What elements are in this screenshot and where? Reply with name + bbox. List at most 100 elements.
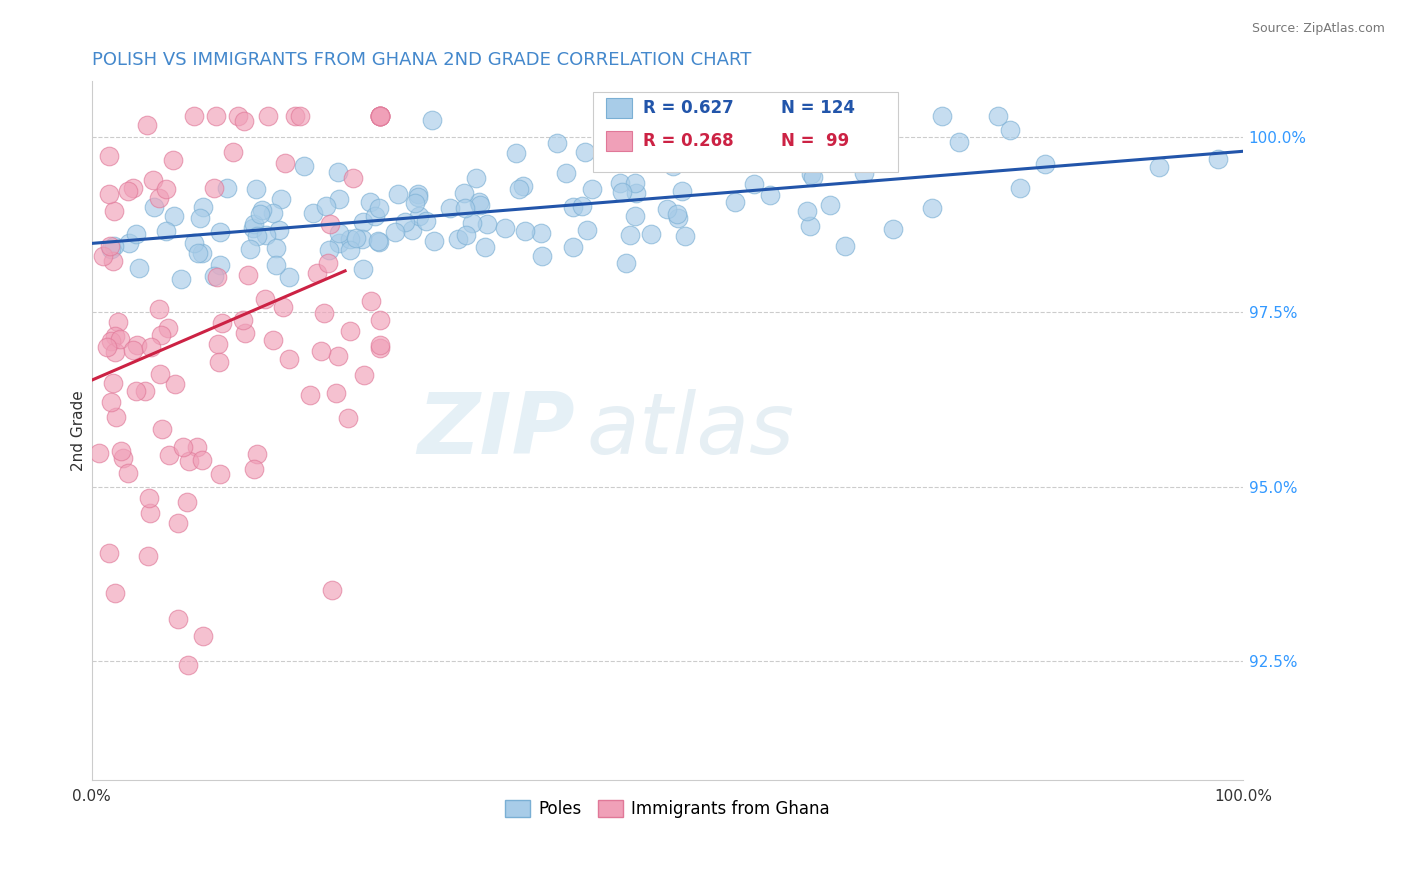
- Point: [122, 181, 145, 195]
- Point: [186, 440, 208, 454]
- Point: [368, 109, 391, 123]
- Point: [176, 494, 198, 508]
- Point: [512, 179, 534, 194]
- Point: [641, 138, 664, 153]
- Point: [461, 216, 484, 230]
- Point: [91, 249, 114, 263]
- Point: [274, 156, 297, 170]
- Point: [187, 246, 209, 260]
- Point: [149, 368, 172, 382]
- Point: [157, 449, 180, 463]
- Point: [155, 182, 177, 196]
- Point: [328, 192, 350, 206]
- Point: [243, 217, 266, 231]
- Point: [125, 384, 148, 399]
- Point: [246, 229, 269, 244]
- Point: [882, 222, 904, 236]
- Point: [96, 340, 118, 354]
- Bar: [606, 98, 631, 119]
- Point: [477, 217, 499, 231]
- Point: [339, 324, 361, 338]
- Text: R = 0.268: R = 0.268: [644, 132, 734, 150]
- Text: Source: ZipAtlas.com: Source: ZipAtlas.com: [1251, 22, 1385, 36]
- Point: [118, 235, 141, 250]
- Point: [301, 206, 323, 220]
- Point: [987, 109, 1010, 123]
- Point: [139, 506, 162, 520]
- Point: [142, 173, 165, 187]
- Point: [751, 137, 773, 152]
- Point: [124, 227, 146, 241]
- Point: [166, 611, 188, 625]
- Point: [439, 202, 461, 216]
- Point: [134, 384, 156, 398]
- Point: [404, 196, 426, 211]
- Point: [117, 184, 139, 198]
- Point: [288, 109, 311, 123]
- Point: [724, 195, 747, 210]
- Point: [312, 306, 335, 320]
- Point: [170, 272, 193, 286]
- Point: [207, 270, 229, 285]
- Point: [172, 440, 194, 454]
- Point: [249, 207, 271, 221]
- Point: [136, 549, 159, 563]
- Point: [454, 201, 477, 215]
- Point: [581, 182, 603, 196]
- Point: [367, 201, 389, 215]
- Point: [394, 215, 416, 229]
- Point: [384, 225, 406, 239]
- Point: [112, 451, 135, 466]
- Point: [226, 109, 249, 123]
- Point: [818, 198, 841, 212]
- Point: [266, 241, 288, 255]
- Point: [125, 338, 148, 352]
- Point: [623, 210, 645, 224]
- Point: [148, 301, 170, 316]
- Point: [853, 166, 876, 180]
- Point: [571, 199, 593, 213]
- Point: [264, 258, 287, 272]
- Point: [179, 454, 201, 468]
- Point: [188, 211, 211, 226]
- Point: [368, 109, 391, 123]
- Point: [799, 219, 821, 234]
- Point: [530, 226, 553, 240]
- Point: [344, 230, 367, 244]
- Point: [467, 194, 489, 209]
- Point: [104, 409, 127, 424]
- Point: [671, 184, 693, 198]
- Point: [104, 344, 127, 359]
- Point: [666, 211, 689, 225]
- Point: [796, 204, 818, 219]
- Point: [1206, 153, 1229, 167]
- Point: [931, 109, 953, 123]
- Point: [267, 222, 290, 236]
- Point: [318, 243, 340, 257]
- Point: [284, 109, 307, 123]
- Point: [948, 135, 970, 149]
- Point: [319, 217, 342, 231]
- Point: [326, 165, 349, 179]
- Point: [662, 159, 685, 173]
- Point: [800, 167, 823, 181]
- Point: [100, 395, 122, 409]
- Point: [98, 238, 121, 252]
- Point: [921, 202, 943, 216]
- Point: [100, 334, 122, 348]
- Point: [191, 453, 214, 467]
- Point: [368, 109, 391, 123]
- Point: [453, 186, 475, 201]
- Point: [610, 186, 633, 200]
- Text: N =  99: N = 99: [782, 132, 849, 150]
- Point: [177, 657, 200, 672]
- Point: [254, 227, 277, 242]
- Point: [242, 221, 264, 235]
- Point: [325, 385, 347, 400]
- Point: [447, 232, 470, 246]
- Point: [508, 182, 530, 196]
- Point: [834, 239, 856, 253]
- Point: [530, 249, 553, 263]
- Point: [136, 118, 159, 132]
- Point: [236, 268, 259, 283]
